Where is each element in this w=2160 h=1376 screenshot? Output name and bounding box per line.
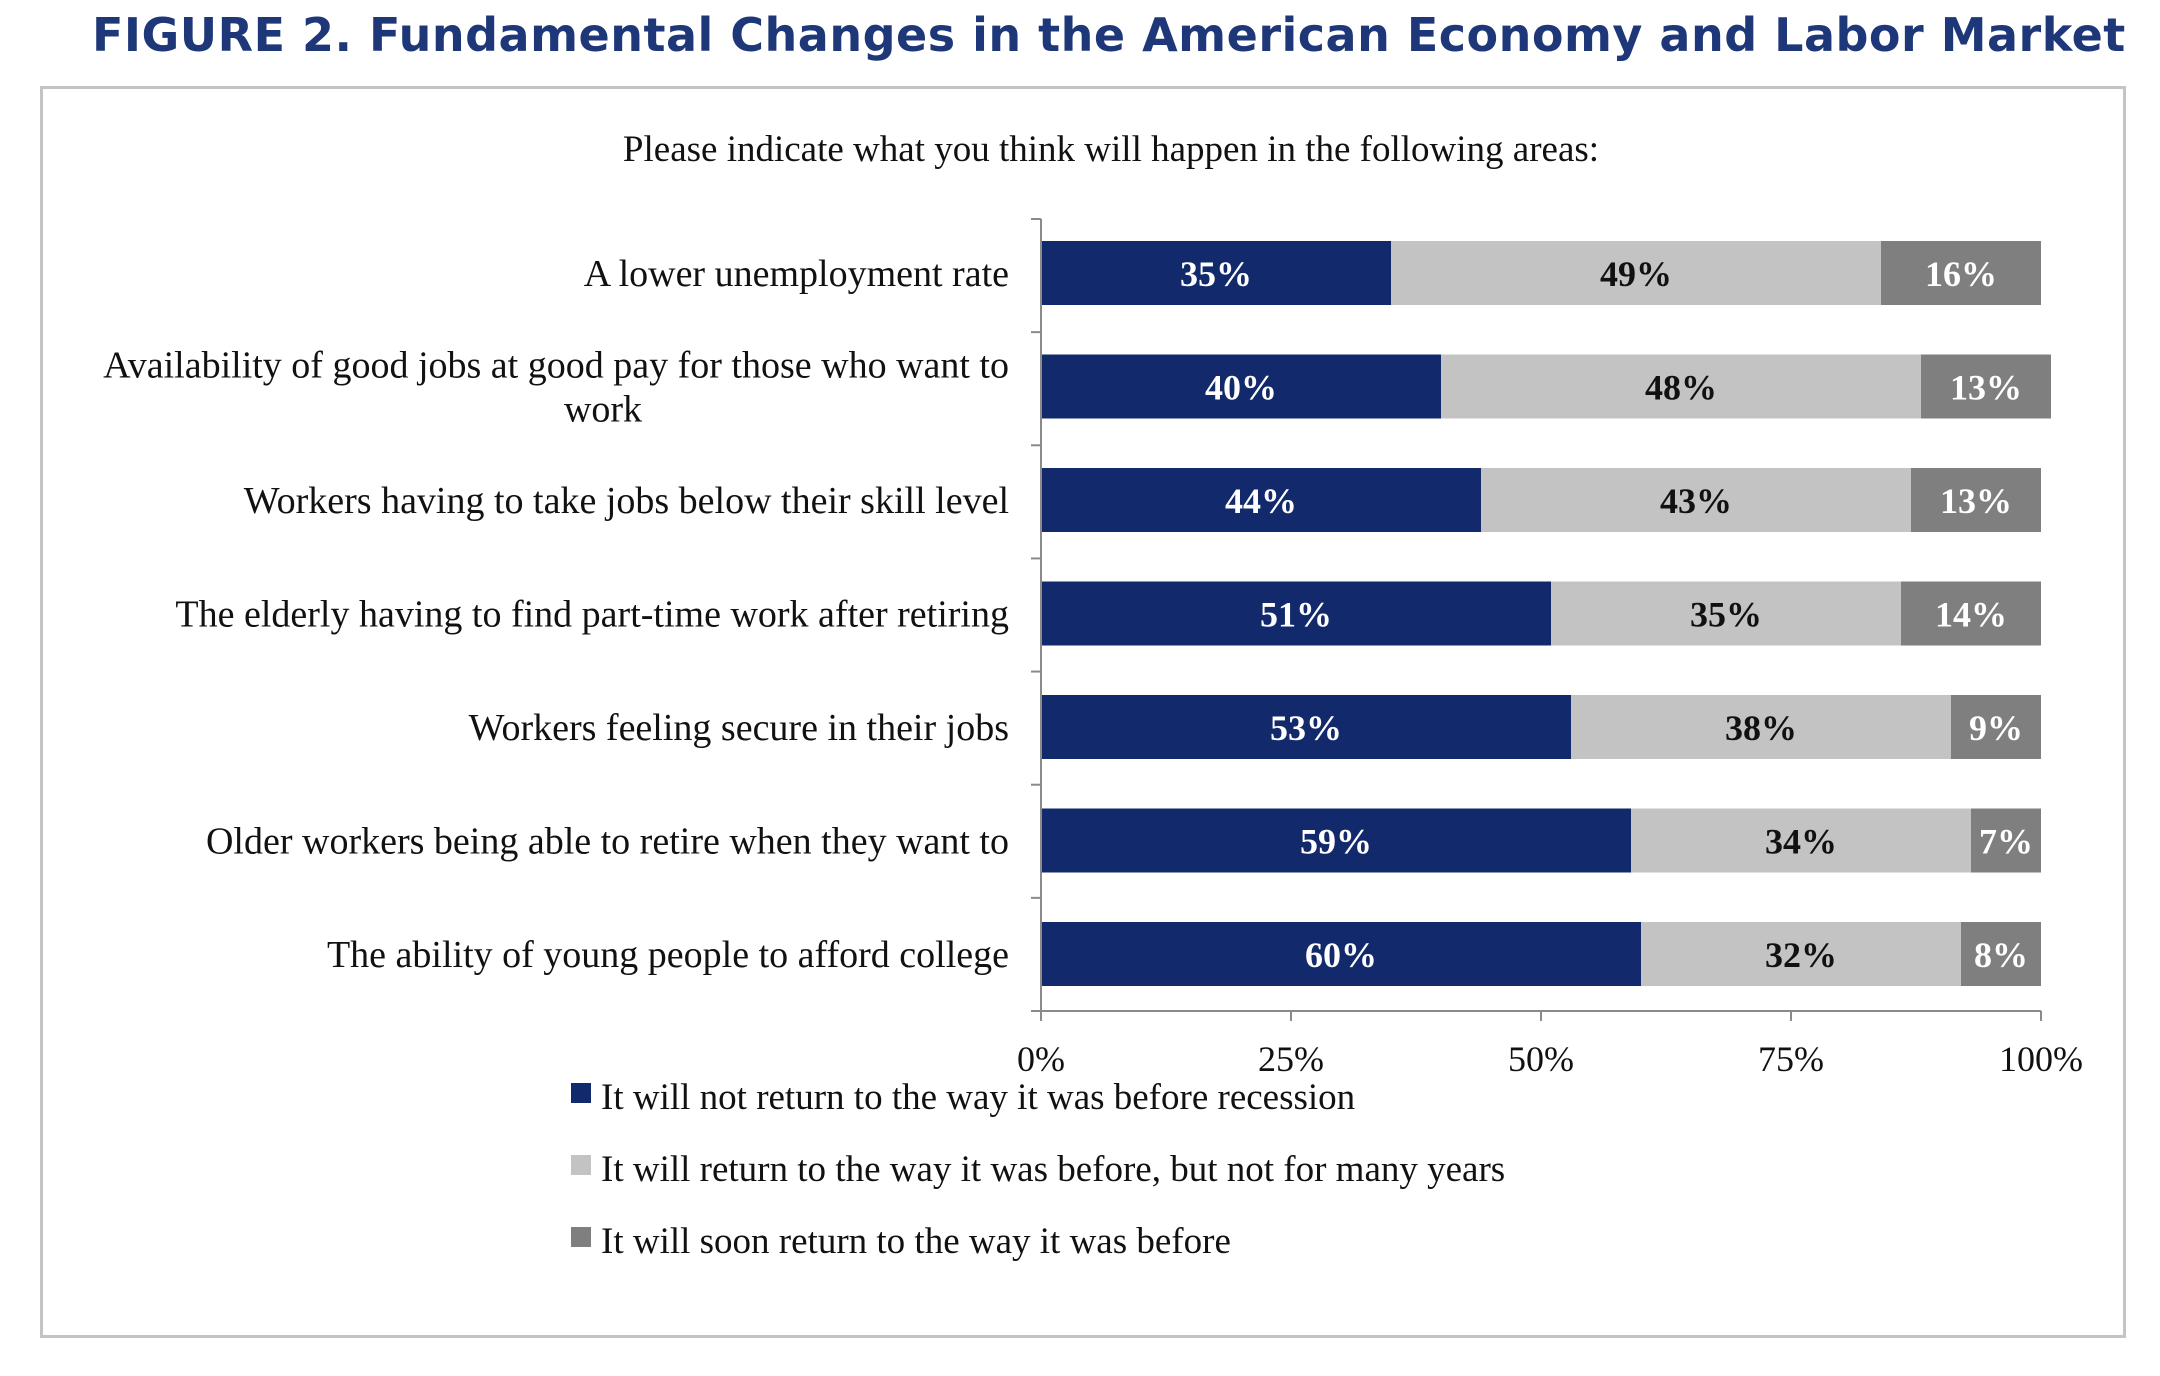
x-tick-label: 75% [1758,1039,1824,1079]
x-tick-label: 25% [1258,1039,1324,1079]
figure-title: FIGURE 2. Fundamental Changes in the Ame… [92,8,2126,62]
bar-segment-1-row-7 [1041,922,1641,986]
data-label: 35% [1690,595,1762,635]
bar-segment-2-row-7 [1641,922,1961,986]
bars-layer: 35% 49% 16% 40% 48% 13% 44% 43% 13% 51% 35% 14% 53% 3… [1041,241,2051,986]
data-label: 38% [1725,708,1797,748]
bar-segment-3-row-1 [1881,241,2041,305]
bar-segment-1-row-5 [1041,695,1571,759]
category-label: Older workers being able to retire when … [206,821,1009,863]
bar-segment-3-row-2 [1921,354,2051,419]
x-tick-label: 0% [1017,1039,1065,1079]
category-label: The ability of young people to afford co… [327,934,1009,976]
bar-segment-2-row-2 [1441,354,1921,419]
data-label: 48% [1645,368,1717,408]
category-label: Workers feeling secure in their jobs [469,707,1009,749]
data-label: 44% [1225,481,1297,521]
data-label: 60% [1305,935,1377,975]
data-label: 8% [1974,935,2028,975]
data-label: 32% [1765,935,1837,975]
data-label: 59% [1300,822,1372,862]
bar-segment-3-row-6 [1971,808,2041,873]
category-label: A lower unemployment rate [584,253,1009,295]
chart-frame: Please indicate what you think will happ… [40,86,2126,1338]
bar-segment-1-row-2 [1041,354,1441,419]
category-label: The elderly having to find part-time wor… [175,594,1009,636]
bar-segment-2-row-3 [1481,468,1911,532]
legend-label-2: It will return to the way it was before,… [601,1149,1505,1190]
bar-segment-2-row-1 [1391,241,1881,305]
bar-segment-2-row-6 [1631,808,1971,873]
category-label: Availability of good jobs at good pay fo… [103,345,1009,431]
data-label: 9% [1969,708,2023,748]
data-label: 7% [1979,822,2033,862]
data-label: 16% [1925,254,1997,294]
data-label: 13% [1940,481,2012,521]
bar-segment-3-row-7 [1961,922,2041,986]
bar-segment-1-row-4 [1041,581,1551,646]
bar-segment-2-row-4 [1551,581,1901,646]
chart-subtitle: Please indicate what you think will happ… [623,129,1599,170]
legend-label-1: It will not return to the way it was bef… [601,1077,1355,1118]
legend-swatch-1 [571,1083,591,1103]
legend-swatch-2 [571,1155,591,1175]
data-label: 53% [1270,708,1342,748]
data-label: 13% [1950,368,2022,408]
data-label: 51% [1260,595,1332,635]
data-label: 40% [1205,368,1277,408]
bar-segment-3-row-5 [1951,695,2041,759]
bar-segment-3-row-3 [1911,468,2041,532]
legend-swatch-3 [571,1227,591,1247]
bar-segment-1-row-1 [1041,241,1391,305]
stacked-bar-chart: Please indicate what you think will happ… [103,129,2083,1262]
x-tick-label: 50% [1508,1039,1574,1079]
data-label: 49% [1600,254,1672,294]
x-tick-label: 100% [1999,1039,2083,1079]
data-label: 35% [1180,254,1252,294]
legend: It will not return to the way it was bef… [571,1077,1505,1262]
bar-segment-2-row-5 [1571,695,1951,759]
category-labels: A lower unemployment rate Availability of… [103,253,1009,976]
bar-segment-1-row-6 [1041,808,1631,873]
category-label: Workers having to take jobs below their … [244,480,1009,522]
x-axis: 0% 25% 50% 75% 100% [1017,218,2083,1079]
bar-segment-3-row-4 [1901,581,2041,646]
data-label: 14% [1935,595,2007,635]
data-label: 43% [1660,481,1732,521]
legend-label-3: It will soon return to the way it was be… [601,1221,1231,1262]
data-label: 34% [1765,822,1837,862]
bar-segment-1-row-3 [1041,468,1481,532]
